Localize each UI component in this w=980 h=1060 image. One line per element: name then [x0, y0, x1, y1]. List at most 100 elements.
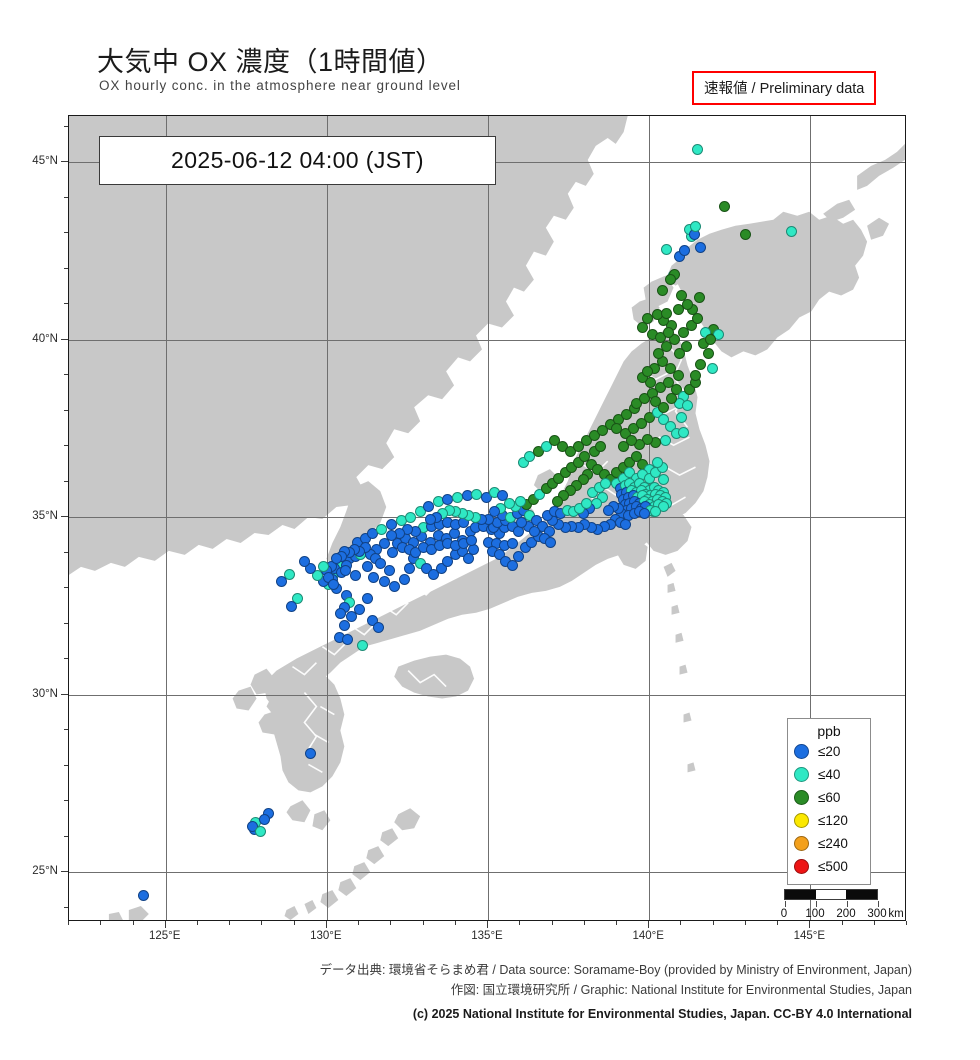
y-tick-minor	[64, 906, 68, 908]
station-point	[405, 511, 417, 523]
x-tick-minor	[261, 921, 263, 925]
station-point	[513, 550, 525, 562]
y-tick-minor	[64, 587, 68, 589]
station-point	[695, 241, 707, 253]
station-point	[524, 451, 536, 463]
scale-segment-2	[815, 890, 847, 899]
station-point	[410, 547, 421, 559]
legend-swatch-icon	[794, 767, 809, 782]
x-tick-minor	[744, 921, 746, 925]
legend-panel[interactable]: ppb ≤20 ≤40 ≤60 ≤120 ≤240 ≤500	[787, 718, 871, 885]
scale-bar: 0 100 200 300 km	[781, 889, 904, 920]
graticule-parallel-40°N	[69, 339, 905, 341]
map-plot-area[interactable]	[68, 115, 906, 921]
legend-title: ppb	[817, 723, 841, 739]
station-point	[414, 506, 426, 518]
legend-swatch-icon	[794, 836, 809, 851]
x-tick-minor	[293, 921, 295, 925]
legend-rows: ≤20 ≤40 ≤60 ≤120 ≤240 ≤500	[788, 740, 870, 878]
station-point	[427, 568, 439, 580]
footer-data-source: データ出典: 環境省そらまめ君 / Data source: Soramame-…	[319, 963, 912, 977]
station-point	[339, 620, 351, 631]
scale-segment-3	[846, 890, 878, 899]
legend-row-120[interactable]: ≤120	[788, 809, 870, 832]
station-point	[298, 556, 310, 568]
station-point	[572, 440, 584, 452]
station-point	[643, 412, 655, 424]
station-point	[305, 747, 317, 759]
station-point	[635, 417, 647, 429]
station-point	[384, 565, 396, 576]
station-point	[627, 423, 639, 434]
station-point	[704, 334, 716, 346]
station-point	[654, 332, 666, 344]
y-axis-label: 45°N	[32, 155, 58, 168]
station-point	[588, 430, 600, 442]
station-point	[276, 575, 288, 587]
station-point	[514, 495, 526, 507]
y-axis-label: 30°N	[32, 687, 58, 700]
station-point	[379, 538, 391, 550]
station-point	[374, 557, 386, 569]
station-point	[674, 348, 686, 360]
station-point	[137, 889, 149, 901]
x-tick-major	[325, 921, 327, 928]
station-point	[368, 572, 380, 584]
station-point	[398, 573, 410, 585]
station-point	[621, 408, 633, 420]
x-tick-major	[487, 921, 488, 928]
station-point	[258, 813, 270, 825]
station-point	[653, 348, 665, 360]
station-point	[503, 497, 515, 509]
scale-bar-segments	[784, 889, 879, 907]
station-point	[350, 570, 362, 582]
y-tick-minor	[64, 409, 68, 411]
legend-row-240[interactable]: ≤240	[788, 832, 870, 855]
station-point	[661, 341, 673, 353]
station-point	[579, 451, 591, 463]
station-point	[650, 506, 662, 518]
station-point	[389, 581, 400, 592]
station-point	[672, 369, 684, 381]
station-point	[466, 534, 478, 546]
station-point	[664, 273, 676, 285]
station-point	[630, 451, 642, 463]
station-point	[506, 538, 518, 550]
station-point	[703, 348, 715, 360]
station-point	[706, 362, 718, 374]
station-point	[353, 604, 365, 615]
station-point	[666, 392, 678, 404]
station-point	[564, 446, 576, 457]
x-axis-label: 145°E	[793, 930, 826, 942]
station-point	[518, 456, 529, 468]
station-point	[693, 291, 705, 303]
scale-label-100: 100	[805, 908, 825, 920]
station-point	[422, 501, 434, 513]
station-point	[551, 495, 563, 507]
station-point	[516, 517, 528, 529]
station-point	[658, 414, 670, 426]
y-tick-major	[61, 338, 68, 340]
y-tick-minor	[64, 764, 68, 766]
x-tick-minor	[519, 921, 521, 925]
timestamp-label: 2025-06-12 04:00 (JST)	[99, 136, 496, 185]
station-point	[387, 547, 399, 559]
legend-row-20[interactable]: ≤20	[788, 740, 870, 763]
legend-row-500[interactable]: ≤500	[788, 855, 870, 878]
x-tick-minor	[583, 921, 585, 925]
page-title: 大気中 OX 濃度（1時間値）	[97, 47, 444, 77]
legend-row-60[interactable]: ≤60	[788, 786, 870, 809]
station-point	[292, 593, 304, 605]
station-point	[658, 474, 670, 486]
x-tick-minor	[873, 921, 875, 925]
legend-swatch-icon	[794, 813, 809, 828]
x-tick-major	[648, 921, 650, 928]
legend-label: ≤40	[818, 767, 841, 782]
station-point	[677, 426, 689, 438]
station-point	[480, 492, 492, 504]
station-point	[683, 383, 695, 395]
legend-row-40[interactable]: ≤40	[788, 763, 870, 786]
station-point	[376, 524, 388, 536]
station-point	[654, 382, 666, 394]
legend-label: ≤60	[818, 790, 841, 805]
